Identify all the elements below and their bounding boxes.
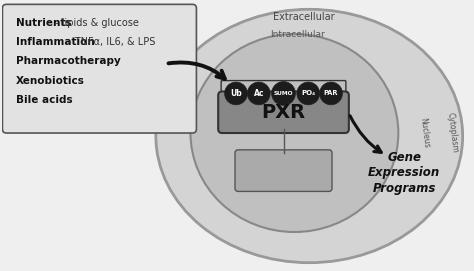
- Circle shape: [319, 82, 342, 105]
- FancyBboxPatch shape: [235, 150, 332, 191]
- Text: Nucleus: Nucleus: [419, 117, 431, 149]
- Text: - lipids & glucose: - lipids & glucose: [53, 18, 139, 28]
- Text: Ac: Ac: [254, 89, 264, 98]
- Text: PAR: PAR: [324, 91, 338, 96]
- Circle shape: [272, 82, 295, 105]
- Ellipse shape: [191, 34, 398, 232]
- Text: Intracellular: Intracellular: [270, 30, 325, 38]
- Text: Inflammation: Inflammation: [16, 37, 94, 47]
- Ellipse shape: [156, 9, 463, 263]
- Text: Pharmacotherapy: Pharmacotherapy: [16, 56, 120, 66]
- Text: Xenobiotics: Xenobiotics: [16, 76, 84, 86]
- FancyBboxPatch shape: [2, 4, 196, 133]
- Text: Bile acids: Bile acids: [16, 95, 73, 105]
- FancyBboxPatch shape: [218, 91, 349, 133]
- Text: Gene
Expression
Programs: Gene Expression Programs: [368, 151, 440, 195]
- Text: Extracellular: Extracellular: [273, 12, 335, 22]
- Text: PO₄: PO₄: [301, 91, 315, 96]
- Circle shape: [247, 82, 270, 105]
- Text: Nutrients: Nutrients: [16, 18, 71, 28]
- Text: PXR: PXR: [262, 103, 306, 122]
- Text: Ub: Ub: [230, 89, 242, 98]
- Text: SUMO: SUMO: [274, 91, 293, 96]
- Circle shape: [297, 82, 319, 105]
- Text: - TNFα, IL6, & LPS: - TNFα, IL6, & LPS: [64, 37, 155, 47]
- Text: Cytoplasm: Cytoplasm: [446, 112, 460, 154]
- Circle shape: [225, 82, 247, 105]
